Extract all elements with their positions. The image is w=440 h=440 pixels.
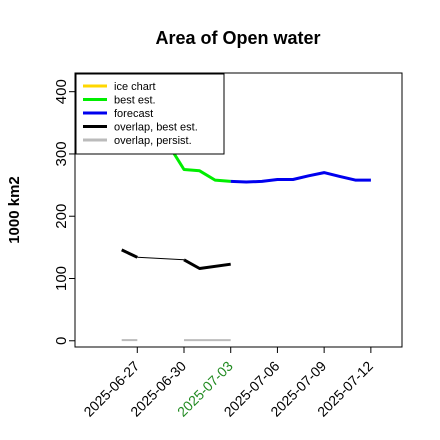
y-tick-label: 200	[53, 204, 70, 229]
legend-label: forecast	[114, 108, 153, 120]
overlap-best-est-segment	[121, 248, 138, 259]
legend-label: ice chart	[114, 81, 156, 93]
y-axis-label: 1000 km2	[6, 176, 23, 244]
legend-label: overlap, persist.	[114, 135, 192, 147]
plot-frame	[74, 72, 403, 348]
forecast-line	[230, 171, 371, 184]
plot-area: 01002003004002025-06-272025-06-302025-07…	[53, 72, 403, 420]
y-tick-label: 400	[53, 79, 70, 104]
y-tick-label: 0	[53, 337, 70, 345]
legend-label: overlap, best est.	[114, 122, 198, 134]
y-tick-label: 300	[53, 141, 70, 166]
best-est-line	[167, 143, 231, 183]
legend-label: best est.	[114, 95, 156, 107]
chart-title: Area of Open water	[155, 28, 320, 48]
overlap-best-est-connector	[137, 256, 185, 261]
overlap-best-est-segment	[183, 258, 231, 270]
y-tick-label: 100	[53, 266, 70, 291]
